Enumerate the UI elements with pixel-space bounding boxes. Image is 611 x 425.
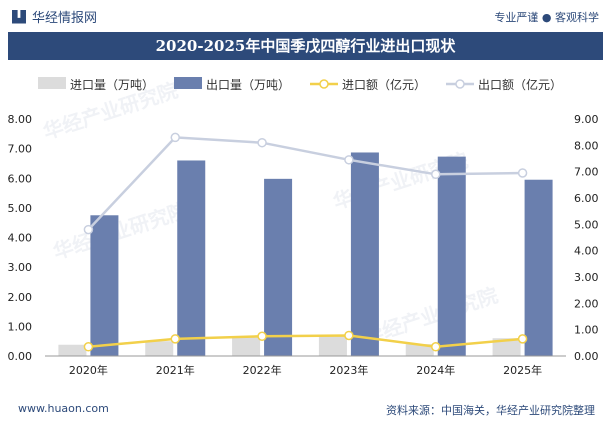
y-left-tick-label: 5.00 — [8, 202, 33, 215]
y-right-tick-label: 5.00 — [574, 218, 599, 231]
bar-export-volume — [524, 179, 553, 356]
y-right-tick-label: 9.00 — [574, 113, 599, 126]
bar-import-volume — [318, 334, 347, 356]
export-value-point — [170, 132, 180, 143]
import-value-point — [344, 330, 354, 341]
x-tick-label: 2021年 — [156, 363, 195, 377]
brand-logo-icon — [12, 9, 26, 24]
y-right-tick-label: 0.00 — [574, 350, 599, 363]
x-tick-label: 2024年 — [416, 363, 455, 377]
source-note: 资料来源：中国海关，华经产业研究院整理 — [386, 404, 595, 417]
bar-import-volume — [58, 344, 87, 356]
brand: 华经情报网 — [12, 7, 97, 26]
y-right-tick-label: 6.00 — [574, 192, 599, 205]
y-left-tick-label: 8.00 — [8, 113, 33, 126]
bar-export-volume — [177, 160, 206, 356]
footer: www.huaon.com 资料来源：中国海关，华经产业研究院整理 — [0, 394, 611, 425]
chart-area: 进口量（万吨） 出口量（万吨） 进口额（亿元） 出口额（亿元） 0.00 1.00 2.00… — [8, 77, 599, 377]
y-right-tick-label: 2.00 — [574, 297, 599, 310]
export-value-point — [257, 137, 267, 148]
legend-marker — [455, 79, 465, 89]
legend-swatch — [174, 77, 202, 89]
y-right-tick-label: 3.00 — [574, 271, 599, 284]
y-left-tick-label: 0.00 — [8, 350, 33, 363]
x-tick-label: 2022年 — [243, 363, 282, 377]
bar-export-volume — [350, 152, 379, 356]
y-right-tick-label: 8.00 — [574, 139, 599, 152]
bar-import-volume — [405, 344, 434, 356]
export-value-point — [517, 168, 528, 178]
bar-import-volume — [145, 341, 174, 356]
bar-import-volume — [232, 336, 261, 356]
x-tick-label: 2023年 — [329, 363, 368, 377]
website-link[interactable]: www.huaon.com — [18, 402, 109, 415]
import-value-line — [88, 334, 523, 349]
x-tick-label: 2020年 — [69, 363, 108, 377]
legend-label: 进口量（万吨） — [70, 78, 154, 92]
y-right-tick-label: 4.00 — [574, 245, 599, 258]
y-left-tick-label: 3.00 — [8, 261, 33, 274]
import-value-point — [517, 334, 528, 344]
x-tick-label: 2025年 — [503, 363, 542, 377]
export-value-line — [87, 136, 523, 231]
y-right-tick-label: 1.00 — [574, 324, 599, 337]
top-header: 华经情报网 专业严谨 ● 客观科学 — [0, 0, 611, 32]
y-left-tick-label: 7.00 — [8, 143, 33, 156]
slogan: 专业严谨 ● 客观科学 — [494, 11, 599, 24]
brand-name: 华经情报网 — [32, 11, 98, 26]
legend-swatch — [38, 77, 66, 89]
bar-export-volume — [437, 156, 466, 356]
legend-label: 进口额（亿元） — [342, 77, 426, 92]
y-right-tick-label: 7.00 — [574, 166, 599, 179]
bar-export-volume — [90, 215, 119, 356]
y-left-tick-label: 2.00 — [8, 291, 33, 304]
import-value-point — [257, 331, 267, 341]
y-left-tick-label: 4.00 — [8, 232, 33, 245]
bar-import-volume — [492, 338, 521, 356]
export-value-point — [83, 224, 94, 235]
export-value-point — [344, 155, 354, 165]
import-value-point — [83, 342, 94, 352]
y-left-tick-label: 1.00 — [8, 320, 33, 333]
bar-export-volume — [264, 178, 293, 356]
import-value-point — [170, 334, 180, 344]
y-left-tick-label: 6.00 — [8, 172, 33, 185]
import-value-point — [431, 342, 441, 352]
legend-marker — [319, 79, 329, 89]
chart-title: 2020-2025年中国季戊四醇行业进出口现状 — [8, 32, 603, 60]
export-value-point — [431, 169, 441, 180]
legend-label: 出口额（亿元） — [478, 77, 562, 92]
legend-label: 出口量（万吨） — [206, 78, 290, 92]
